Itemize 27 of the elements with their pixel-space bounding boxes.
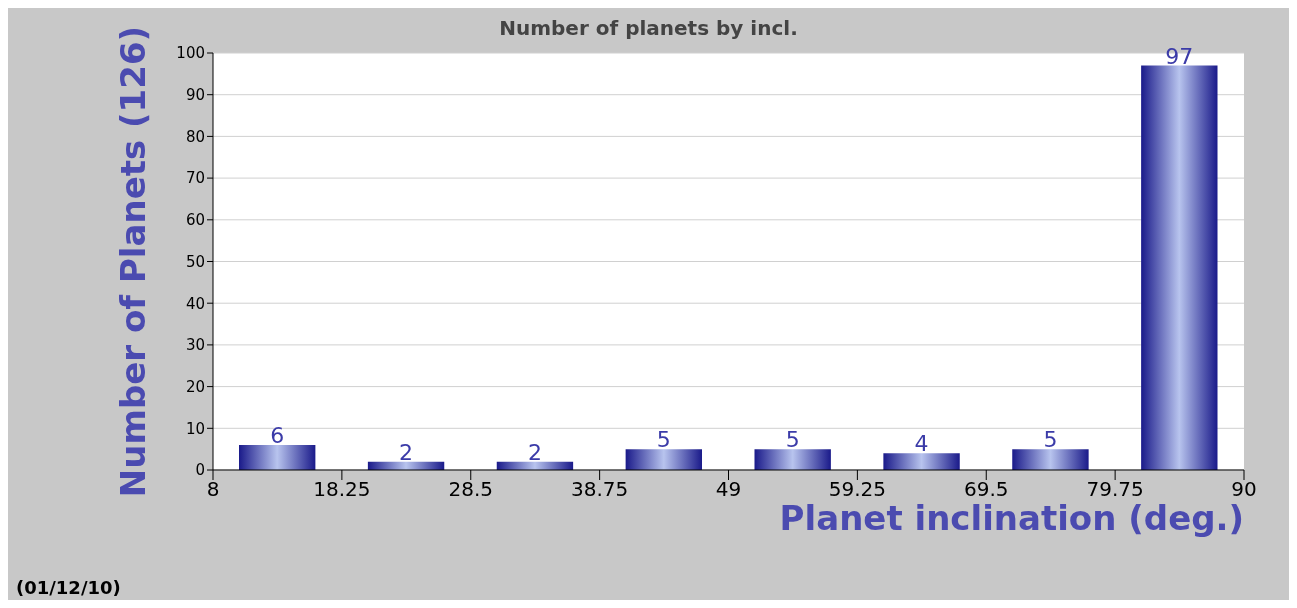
- data-label: 97: [1165, 43, 1194, 69]
- data-label: 5: [1043, 427, 1058, 453]
- y-tick-label: 10: [185, 419, 205, 438]
- y-tick-label: 60: [185, 211, 205, 230]
- y-axis-title: Number of Planets (126): [113, 25, 154, 498]
- text: (01/12/10): [16, 577, 121, 598]
- data-label: 4: [914, 431, 929, 457]
- x-tick-label: 38.75: [570, 477, 629, 502]
- data-label: 6: [270, 422, 285, 448]
- y-tick-label: 0: [195, 461, 205, 480]
- data-label: 5: [785, 427, 800, 453]
- y-tick-label: 80: [185, 127, 205, 146]
- x-tick-label: 28.5: [448, 477, 494, 502]
- data-label: 5: [656, 427, 671, 453]
- y-tick-label: 50: [185, 252, 205, 271]
- y-tick-label: 20: [185, 377, 205, 396]
- chart-title: Number of planets by incl.: [499, 16, 798, 40]
- data-label: 2: [527, 439, 542, 465]
- data-label: 2: [399, 439, 414, 465]
- y-tick-label: 100: [176, 44, 205, 63]
- x-tick-label: 8: [206, 477, 220, 502]
- y-tick-label: 70: [185, 169, 205, 188]
- x-tick-label: 49: [715, 477, 742, 502]
- y-tick-label: 40: [185, 294, 205, 313]
- y-tick-label: 30: [185, 336, 205, 355]
- y-tick-label: 90: [185, 86, 205, 105]
- x-tick-label: 18.25: [313, 477, 371, 502]
